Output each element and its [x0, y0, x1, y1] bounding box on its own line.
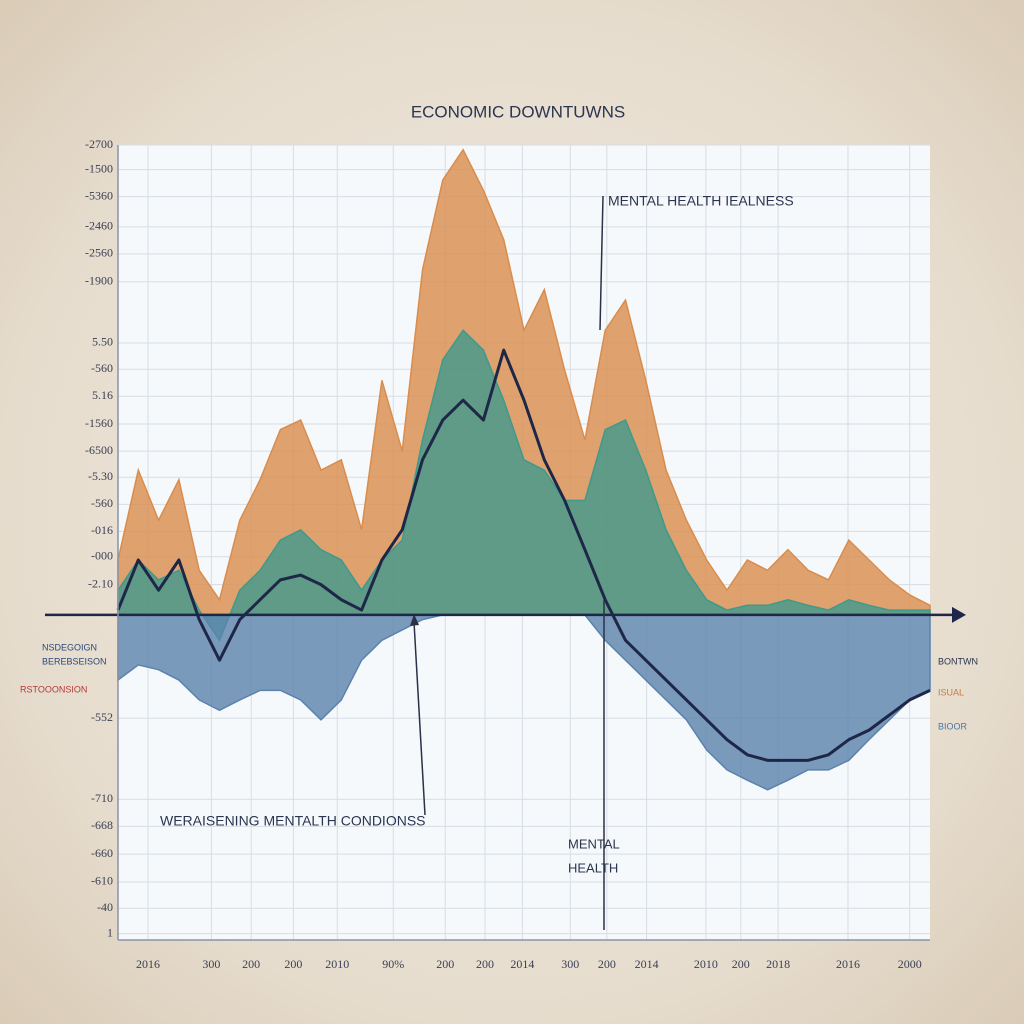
x-tick-label: 2000	[898, 957, 922, 971]
x-tick-label: 200	[436, 957, 454, 971]
x-tick-label: 300	[561, 957, 579, 971]
y-tick-label: -552	[91, 710, 113, 724]
y-tick-label: -5.30	[88, 469, 113, 483]
y-tick-label: 5.16	[92, 388, 113, 402]
x-tick-label: 2016	[136, 957, 160, 971]
arrow-head	[410, 614, 419, 626]
area	[117, 148, 931, 616]
x-tick-label: 200	[476, 957, 494, 971]
y-tick-label: -5360	[85, 188, 113, 202]
x-tick-label: 2014	[635, 957, 659, 971]
chart-title: ECONOMIC DOWNTUWNS	[411, 102, 625, 121]
x-tick-label: 2010	[325, 957, 349, 971]
y-tick-label: -2.10	[88, 576, 113, 590]
x-tick-label: 2014	[510, 957, 534, 971]
annotation: ISUAL	[938, 687, 964, 697]
arrow-head	[952, 606, 966, 623]
y-tick-label: -6500	[85, 443, 113, 457]
annotation: MENTAL HEALTH IEALNESS	[608, 193, 794, 209]
y-tick-label: 5.50	[92, 335, 113, 349]
annotation: BIOOR	[938, 721, 968, 731]
y-tick-label: 1	[107, 925, 113, 939]
y-tick-label: -668	[91, 818, 113, 832]
line	[116, 348, 931, 762]
x-tick-label: 300	[202, 957, 220, 971]
x-tick-label: 90%	[382, 957, 404, 971]
annotation-arrow	[413, 621, 426, 816]
y-tick-label: -660	[91, 846, 113, 860]
annotation: NSDEGOIGN	[42, 642, 97, 652]
labels: -2700 -1500 -5360 -2460 -2560 -1900 5.50 -560 5.…	[20, 137, 978, 971]
x-tick-label: 200	[732, 957, 750, 971]
x-tick-label: 200	[242, 957, 260, 971]
annotation: MENTAL	[568, 836, 620, 851]
x-tick-label: 2018	[766, 957, 790, 971]
annotation: WERAISENING MENTALTH CONDIONSS	[160, 813, 426, 829]
x-tick-label: 200	[284, 957, 302, 971]
annotation: RSTOOONSION	[20, 684, 87, 694]
y-tick-label: -560	[91, 496, 113, 510]
annotation-line	[599, 195, 604, 331]
y-tick-label: -016	[91, 523, 113, 537]
x-tick-label: 2016	[836, 957, 860, 971]
y-tick-label: -710	[91, 791, 113, 805]
y-tick-label: -1500	[85, 161, 113, 175]
y-tick-label: -2700	[85, 137, 113, 151]
annotation: BEREBSEISON	[42, 656, 107, 666]
y-tick-label: -1900	[85, 273, 113, 287]
x-tick-label: 200	[598, 957, 616, 971]
annotation: BONTWN	[938, 656, 978, 666]
y-tick-label: -000	[91, 549, 113, 563]
annotation: HEALTH	[568, 860, 618, 875]
area	[117, 329, 931, 642]
x-tick-label: 2010	[694, 957, 718, 971]
y-tick-label: -610	[91, 874, 113, 888]
y-tick-label: -560	[91, 361, 113, 375]
y-tick-label: -1560	[85, 416, 113, 430]
y-tick-label: -2560	[85, 246, 113, 260]
marks	[45, 148, 966, 791]
y-tick-label: -40	[97, 900, 113, 914]
y-tick-label: -2460	[85, 219, 113, 233]
